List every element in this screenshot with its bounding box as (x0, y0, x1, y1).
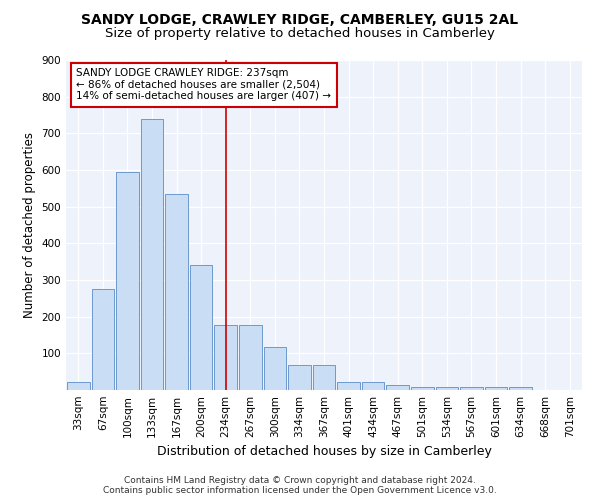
Text: SANDY LODGE CRAWLEY RIDGE: 237sqm
← 86% of detached houses are smaller (2,504)
1: SANDY LODGE CRAWLEY RIDGE: 237sqm ← 86% … (76, 68, 331, 102)
Bar (165, 194, 188, 390)
Bar (92, 289, 114, 390)
Bar (313, 365, 335, 390)
Bar (460, 386, 483, 390)
Bar (239, 324, 262, 390)
Bar (190, 266, 212, 390)
Bar (509, 386, 532, 390)
Bar (288, 365, 311, 390)
Bar (485, 386, 508, 390)
Text: SANDY LODGE, CRAWLEY RIDGE, CAMBERLEY, GU15 2AL: SANDY LODGE, CRAWLEY RIDGE, CAMBERLEY, G… (82, 12, 518, 26)
Bar (214, 324, 237, 390)
Bar (362, 382, 385, 390)
Bar (337, 382, 360, 390)
Bar (116, 172, 139, 390)
Bar (436, 386, 458, 390)
X-axis label: Distribution of detached houses by size in Camberley: Distribution of detached houses by size … (157, 446, 491, 458)
Text: Size of property relative to detached houses in Camberley: Size of property relative to detached ho… (105, 28, 495, 40)
Bar (67, 382, 89, 390)
Y-axis label: Number of detached properties: Number of detached properties (23, 132, 36, 318)
Bar (411, 386, 434, 390)
Text: Contains HM Land Registry data © Crown copyright and database right 2024.
Contai: Contains HM Land Registry data © Crown c… (103, 476, 497, 495)
Bar (386, 385, 409, 390)
Bar (263, 346, 286, 390)
Bar (140, 118, 163, 390)
